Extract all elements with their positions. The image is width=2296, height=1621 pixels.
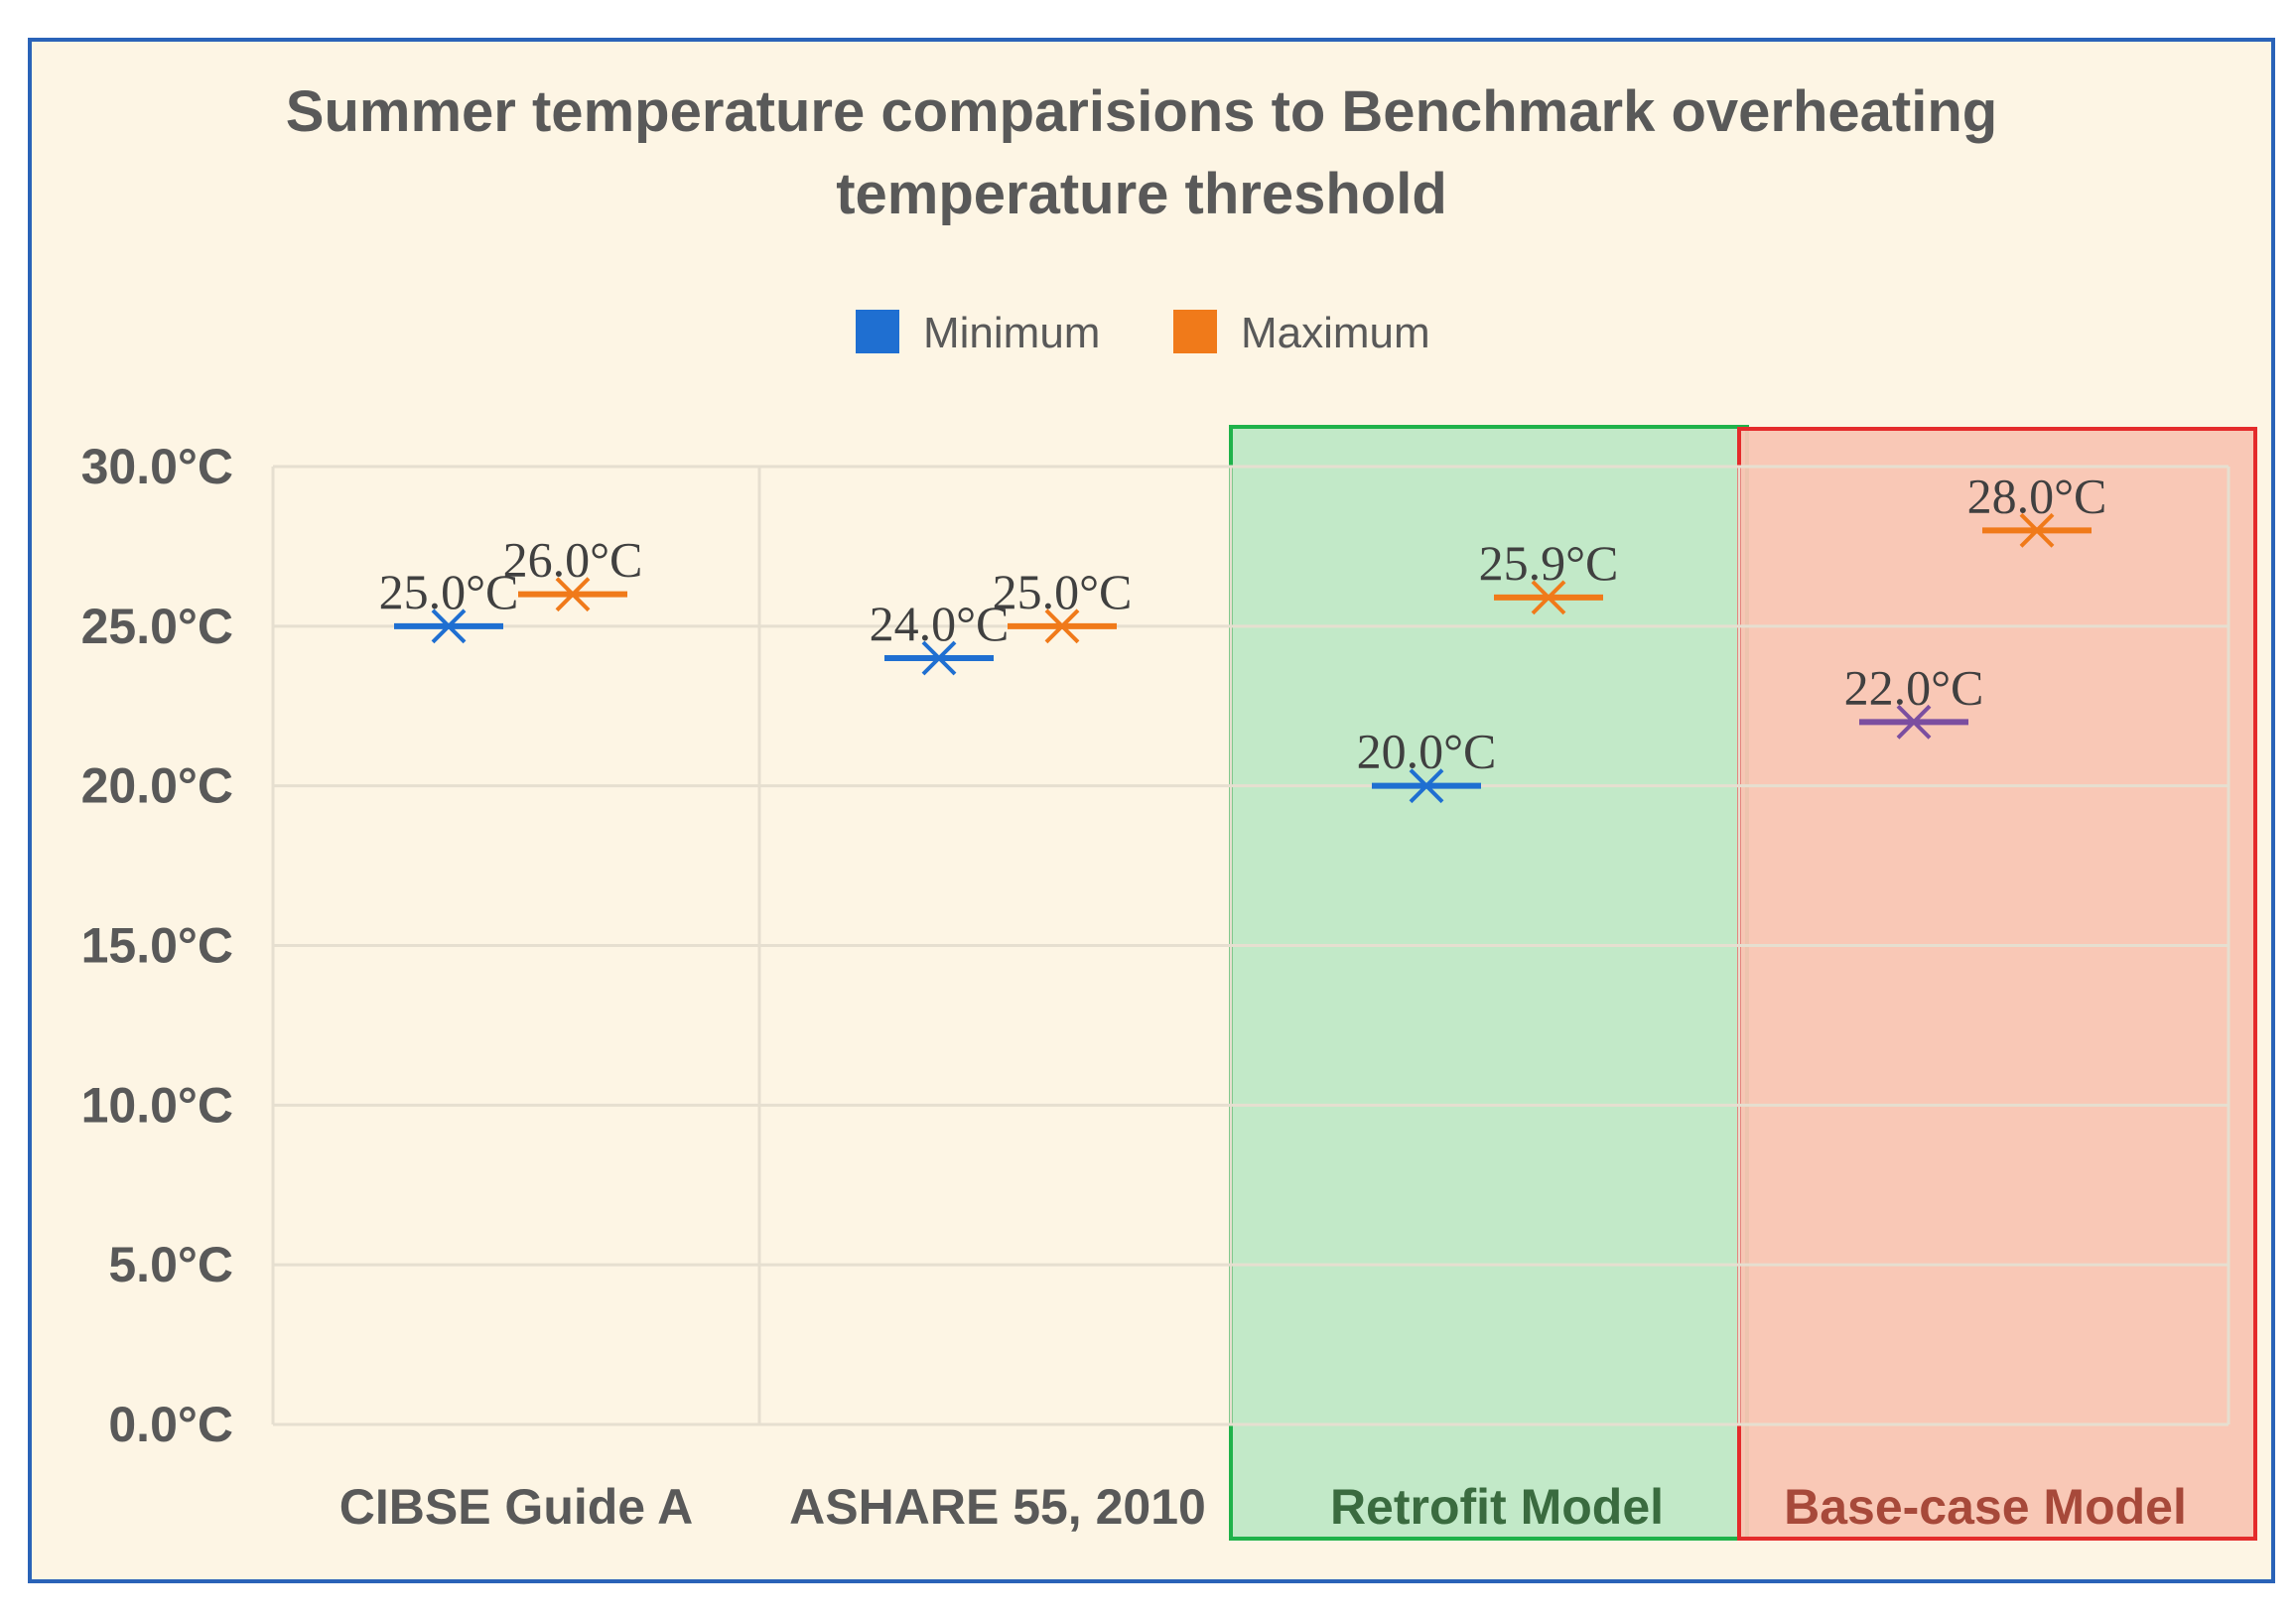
data-labels: 25.0°C24.0°C20.0°C22.0°C26.0°C25.0°C25.9…	[379, 468, 2107, 778]
marker-minimum-1-b	[921, 640, 957, 676]
gridlines	[271, 465, 2230, 1426]
x-axis-ticks: CIBSE Guide A ASHARE 55, 2010 Retrofit Mod…	[339, 1479, 2187, 1535]
highlight-box-1	[1737, 427, 2257, 1541]
legend-label-minimum: Minimum	[923, 309, 1100, 357]
legend-label-maximum: Maximum	[1241, 309, 1430, 357]
x-tick-label-3: Base-case Model	[1784, 1479, 2187, 1535]
highlight-box-0	[1229, 425, 1749, 1541]
y-tick-label-2: 10.0°C	[81, 1077, 233, 1133]
y-tick-label-0: 0.0°C	[108, 1397, 233, 1452]
legend-swatch-minimum	[856, 310, 899, 353]
y-axis-ticks: 0.0°C 5.0°C 10.0°C 15.0°C 20.0°C 25.0°C 30.0°C	[81, 439, 233, 1452]
x-tick-label-2: Retrofit Model	[1330, 1479, 1664, 1535]
legend: Minimum Maximum	[856, 309, 1430, 357]
marker-maximum-3-b	[2019, 512, 2055, 548]
data-label-minimum-0: 25.0°C	[379, 564, 519, 619]
marker-minimum-0-b	[431, 608, 467, 644]
y-tick-label-3: 15.0°C	[81, 918, 233, 974]
data-label-minimum-3: 22.0°C	[1844, 659, 1984, 715]
chart-title-line-2: temperature threshold	[836, 162, 1447, 226]
marker-maximum-1-b	[1044, 608, 1080, 644]
data-label-maximum-3: 28.0°C	[1967, 468, 2107, 523]
data-label-maximum-1: 25.0°C	[993, 564, 1133, 619]
data-label-minimum-2: 20.0°C	[1357, 724, 1497, 779]
x-tick-label-0: CIBSE Guide A	[339, 1479, 694, 1535]
y-tick-label-4: 20.0°C	[81, 758, 233, 814]
x-tick-label-1: ASHARE 55, 2010	[789, 1479, 1206, 1535]
marker-minimum-2-b	[1409, 768, 1444, 804]
data-marks	[394, 512, 2092, 804]
marker-minimum-3-b	[1896, 704, 1932, 740]
legend-swatch-maximum	[1173, 310, 1217, 353]
y-tick-label-1: 5.0°C	[108, 1237, 233, 1292]
marker-maximum-0-b	[555, 577, 591, 612]
data-label-minimum-1: 24.0°C	[870, 596, 1010, 651]
marker-maximum-2-b	[1531, 580, 1566, 615]
y-tick-label-5: 25.0°C	[81, 599, 233, 654]
data-label-maximum-2: 25.9°C	[1479, 535, 1619, 591]
y-tick-label-6: 30.0°C	[81, 439, 233, 494]
chart-title-line-1: Summer temperature comparisions to Bench…	[286, 79, 1997, 144]
data-label-maximum-0: 26.0°C	[503, 532, 643, 588]
highlight-layer	[1229, 425, 2257, 1541]
